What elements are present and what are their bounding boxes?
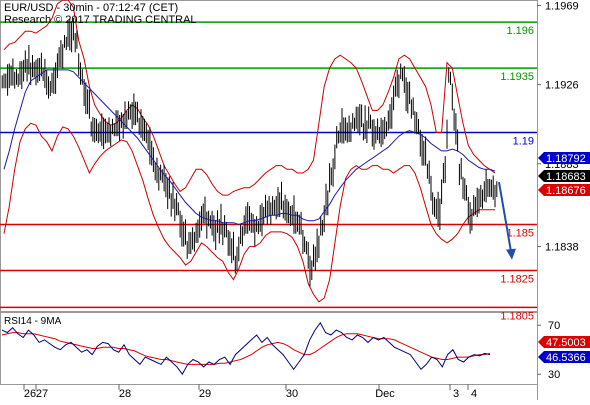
moving-average bbox=[3, 69, 496, 226]
level-label-1.185: 1.185 bbox=[506, 228, 534, 240]
rsi-axis-ticks: 70 30 bbox=[537, 320, 560, 381]
copyright-text: Research © 2017 TRADING CENTRAL bbox=[4, 14, 197, 26]
rsi-panel-frame bbox=[0, 312, 538, 385]
time-tick-label-29: 29 bbox=[199, 388, 211, 400]
ma-line bbox=[3, 69, 496, 226]
time-tick-label-Dec: Dec bbox=[375, 388, 395, 400]
level-label-1.196: 1.196 bbox=[506, 25, 534, 37]
price-tags: 1.18792 1.18683 1.18676 bbox=[538, 152, 590, 197]
level-label-1.1805: 1.1805 bbox=[500, 310, 534, 322]
time-axis: 26 27 28 29 30 Dec 3 4 bbox=[23, 384, 477, 400]
rsi-tag-47.5003: 47.5003 bbox=[546, 337, 586, 349]
rsi-title: RSI14 - 9MA bbox=[4, 316, 62, 327]
time-tick-label-28: 28 bbox=[119, 388, 131, 400]
levels-group: 1.196 1.1935 1.19 1.185 1.1825 1.1805 bbox=[0, 21, 537, 322]
rsi-ma-line bbox=[1, 332, 491, 365]
price-tick-label-1.1926: 1.1926 bbox=[545, 80, 579, 92]
time-tick-label-30: 30 bbox=[286, 388, 298, 400]
price-tag-bg-1.18676 bbox=[538, 184, 590, 196]
upper-band bbox=[3, 0, 496, 196]
rsi-line bbox=[1, 321, 491, 376]
rsi-tag-bg-46.5366 bbox=[538, 351, 590, 363]
time-tick-label-4: 4 bbox=[471, 388, 477, 400]
price-tick-label-1.1838: 1.1838 bbox=[545, 242, 579, 254]
level-label-1.19: 1.19 bbox=[513, 135, 534, 147]
price-tag-1.18683: 1.18683 bbox=[546, 171, 586, 183]
rsi-tick-label-70: 70 bbox=[548, 320, 560, 332]
price-tag-1.18676: 1.18676 bbox=[546, 185, 586, 197]
forecast-shaft bbox=[498, 182, 512, 252]
rsi-tick-label-30: 30 bbox=[548, 369, 560, 381]
price-tag-bg-1.18683 bbox=[538, 170, 590, 182]
chart-title: EUR/USD - 30min - 07:12:47 (CET) bbox=[4, 2, 178, 14]
time-tick-label-3: 3 bbox=[453, 388, 459, 400]
bollinger-bands bbox=[3, 0, 496, 303]
price-tag-1.18792: 1.18792 bbox=[546, 153, 586, 165]
level-label-1.1935: 1.1935 bbox=[500, 71, 534, 83]
price-tag-bg-1.18792 bbox=[538, 152, 590, 164]
lower-band bbox=[3, 122, 495, 303]
rsi-tag-46.5366: 46.5366 bbox=[546, 352, 586, 364]
forecast-arrow bbox=[498, 182, 516, 260]
rsi-tag-bg-47.5003 bbox=[538, 336, 590, 348]
time-tick-label-26: 26 bbox=[24, 388, 36, 400]
forecast-arrowhead bbox=[506, 248, 516, 260]
level-label-1.1825: 1.1825 bbox=[500, 274, 534, 286]
time-tick-label-27: 27 bbox=[36, 388, 48, 400]
candlesticks bbox=[1, 18, 498, 287]
price-tick-label-1.1969: 1.1969 bbox=[545, 1, 579, 13]
rsi-lines bbox=[1, 321, 491, 376]
price-panel-frame bbox=[0, 0, 538, 312]
rsi-value-tags: 47.5003 46.5366 bbox=[538, 336, 590, 364]
